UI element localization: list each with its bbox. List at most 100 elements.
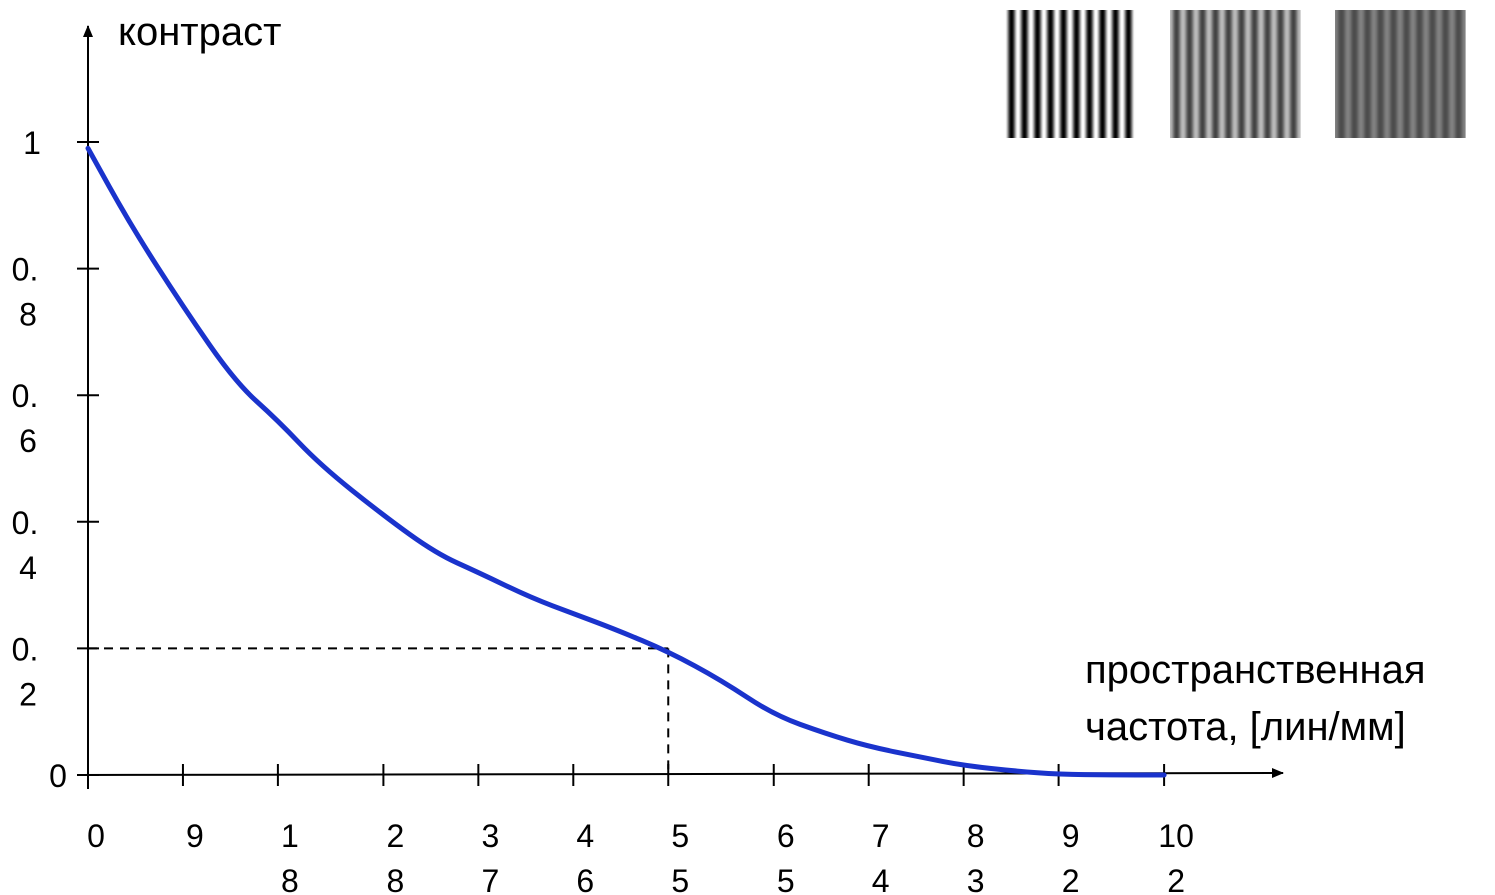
grating-stripe <box>1035 10 1038 138</box>
y-tick-label: 8 <box>19 297 37 333</box>
grating-stripe <box>1417 10 1420 138</box>
grating-stripe <box>1118 10 1120 138</box>
grating-stripe <box>1393 10 1396 138</box>
grating-stripe <box>1172 10 1175 138</box>
grating-stripe <box>1120 10 1122 138</box>
grating-stripe <box>1271 10 1273 138</box>
grating-stripe <box>1277 10 1280 138</box>
grating-stripe <box>1436 10 1438 138</box>
grating-stripe <box>1246 10 1248 138</box>
grating-stripe <box>1378 10 1381 138</box>
grating-stripe <box>1193 10 1195 138</box>
grating-stripe <box>1280 10 1283 138</box>
grating-stripe <box>1087 10 1090 138</box>
y-tick-label: 0. <box>12 378 39 414</box>
grating-stripe <box>1452 10 1454 138</box>
grating-stripe <box>1030 10 1032 138</box>
grating-stripe <box>1196 10 1199 138</box>
grating-stripe <box>1259 10 1261 138</box>
grating-stripe <box>1346 10 1348 138</box>
grating-stripe <box>1291 10 1294 138</box>
grating-stripe <box>1127 10 1130 138</box>
grating-stripe <box>1083 10 1086 138</box>
grating-stripe <box>1011 10 1014 138</box>
grating-stripe <box>1119 10 1121 138</box>
grating-stripe <box>1290 10 1293 138</box>
grating-stripe <box>1374 10 1377 138</box>
grating-stripe <box>1351 10 1354 138</box>
grating-stripe <box>1217 10 1219 138</box>
grating-stripe <box>1272 10 1274 138</box>
grating-stripe <box>1348 10 1350 138</box>
grating-stripe <box>1208 10 1210 138</box>
grating-stripe <box>1123 10 1126 138</box>
grating-stripe <box>1377 10 1380 138</box>
grating-stripe <box>1396 10 1398 138</box>
grating-stripe <box>1222 10 1224 138</box>
grating-stripe <box>1098 10 1101 138</box>
grating-stripe <box>1375 10 1378 138</box>
grating-stripe <box>1102 10 1105 138</box>
grating-stripe <box>1385 10 1387 138</box>
grating-stripe <box>1039 10 1041 138</box>
grating-stripe <box>1407 10 1409 138</box>
grating-stripe <box>1395 10 1397 138</box>
grating-stripe <box>1042 10 1044 138</box>
grating-stripe <box>1244 10 1246 138</box>
grating-stripe <box>1452 10 1455 138</box>
grating-stripe <box>1261 10 1264 138</box>
grating-stripe <box>1018 10 1020 138</box>
grating-stripe <box>1342 10 1344 138</box>
grating-stripe <box>1173 10 1176 138</box>
grating-stripe <box>1055 10 1057 138</box>
grating-stripe <box>1040 10 1042 138</box>
low-contrast-grating <box>1335 10 1466 138</box>
grating-stripe <box>1455 10 1458 138</box>
grating-stripe <box>1285 10 1287 138</box>
grating-stripe <box>1413 10 1415 138</box>
grating-stripe <box>1245 10 1247 138</box>
grating-stripe <box>1088 10 1091 138</box>
y-axis-label: контраст <box>118 10 281 54</box>
grating-stripe <box>1170 10 1172 138</box>
grating-stripe <box>1109 10 1112 138</box>
grating-stripe <box>1251 10 1254 138</box>
grating-stripe <box>1027 10 1029 138</box>
grating-stripe <box>1016 10 1018 138</box>
grating-stripe <box>1430 10 1433 138</box>
grating-stripe <box>1026 10 1028 138</box>
grating-stripe <box>1191 10 1193 138</box>
grating-stripe <box>1084 10 1087 138</box>
x-tick-label: 8 <box>281 863 299 895</box>
grating-stripe <box>1410 10 1412 138</box>
grating-stripe <box>1224 10 1227 138</box>
grating-stripe <box>1348 10 1351 138</box>
grating-stripe <box>1270 10 1272 138</box>
grating-stripe <box>1444 10 1447 138</box>
series-layer <box>85 145 1167 778</box>
grating-stripe <box>1422 10 1424 138</box>
x-tick-label: 1 <box>281 818 299 854</box>
grating-stripe <box>1461 10 1463 138</box>
grating-stripe <box>1451 10 1453 138</box>
grating-stripe <box>1464 10 1466 138</box>
grating-stripe <box>1032 10 1035 138</box>
grating-stripe <box>1071 10 1074 138</box>
grating-stripe <box>1423 10 1425 138</box>
grating-stripe <box>1361 10 1364 138</box>
grating-stripe <box>1357 10 1359 138</box>
grating-stripe <box>1250 10 1253 138</box>
grating-stripe <box>1213 10 1216 138</box>
grating-stripe <box>1080 10 1082 138</box>
grating-stripe <box>1014 10 1016 138</box>
grating-stripe <box>1225 10 1228 138</box>
grating-stripe <box>1082 10 1084 138</box>
grating-stripe <box>1064 10 1066 138</box>
grating-stripe <box>1448 10 1450 138</box>
grating-stripe <box>1288 10 1291 138</box>
grating-stripe <box>1197 10 1200 138</box>
grating-stripe <box>1421 10 1423 138</box>
grating-stripe <box>1132 10 1134 138</box>
grating-stripe <box>1227 10 1230 138</box>
